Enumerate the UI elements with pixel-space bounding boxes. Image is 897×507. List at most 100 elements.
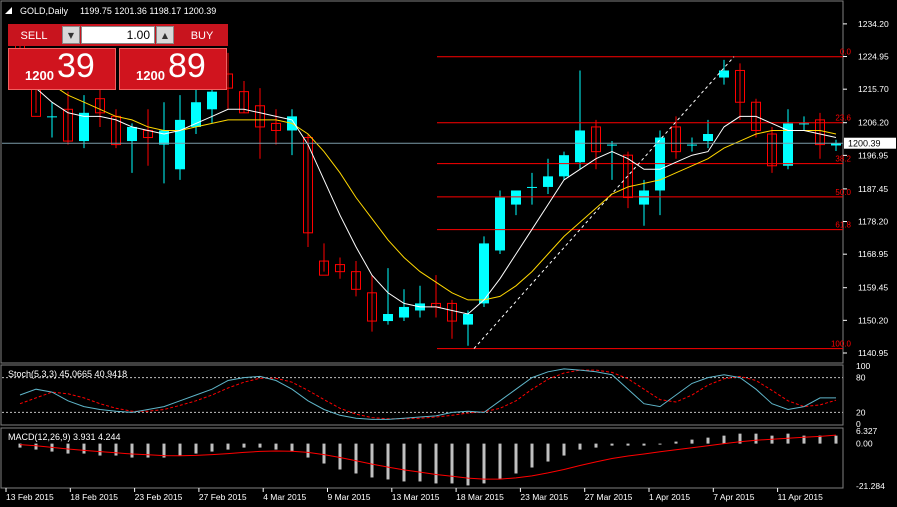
macd-histogram-bar [722,435,726,444]
sell-price-pips: 39 [57,47,95,85]
macd-histogram-bar [642,443,646,446]
macd-histogram-bar [802,435,806,444]
macd-histogram-bar [370,443,374,478]
macd-histogram-bar [34,443,38,450]
macd-histogram-bar [450,443,454,484]
buy-price-pips: 89 [168,47,206,85]
macd-histogram-bar [498,443,502,480]
lot-size-input[interactable]: 1.00 [81,26,155,44]
price-axis-label: 1140.95 [858,348,888,358]
candle-body [47,116,57,118]
lot-increase-button[interactable]: ▲ [156,26,174,44]
macd-histogram-bar [402,443,406,482]
stochastic-title: Stoch(5,3,3) 45.0665 40.9418 [8,369,127,379]
time-axis-label: 23 Mar 2015 [520,492,568,502]
candle-body [63,108,73,142]
macd-histogram-bar [738,433,742,444]
macd-histogram-bar [418,443,422,482]
ohlc-readout: 1199.75 1201.36 1198.17 1200.39 [80,6,216,16]
candle-body [383,314,393,322]
ma-fast-line [19,66,837,315]
candle-body [239,91,249,114]
candle-body [639,190,649,205]
macd-histogram-bar [818,435,822,444]
macd-histogram-bar [82,443,86,454]
macd-axis-label: -21.284 [856,481,885,491]
price-axis-label: 1178.20 [858,217,888,227]
candle-body [303,137,313,234]
ma-slow-line [19,56,837,301]
macd-histogram-bar [674,441,678,444]
stochastic-pane[interactable]: 100 80 20 0 Stoch(5,3,3) 45.0665 40.9418 [0,361,870,429]
stochastic-pane-border [0,364,844,426]
time-axis-label: 11 Apr 2015 [778,492,823,502]
sell-button[interactable]: SELL [20,30,48,42]
macd-pane[interactable]: 6.327 0.00 -21.284 MACD(12,26,9) 3.931 4.2… [0,426,885,491]
time-axis-label: 27 Feb 2015 [199,492,247,502]
candle-body [799,123,809,125]
candle-body [463,314,473,325]
price-axis-label: 1187.45 [858,184,888,194]
candle-body [623,154,633,199]
macd-histogram-bar [290,443,294,452]
macd-histogram-bar [258,443,262,448]
candle-body [511,190,521,205]
macd-histogram-bar [146,443,150,458]
macd-histogram-bar [226,443,230,450]
price-axis-label: 1234.20 [858,19,889,29]
macd-histogram-bar [690,439,694,444]
fib-level-label: 61.8 [835,221,851,230]
time-axis-label: 18 Feb 2015 [70,492,118,502]
stochastic-main-line [19,368,836,420]
candle-body [95,98,105,114]
macd-histogram-bar [18,443,22,448]
macd-histogram-bar [162,443,166,458]
price-axis-label: 1150.20 [858,315,888,325]
macd-histogram-bar [562,443,566,456]
collapse-arrow-icon[interactable] [5,7,12,14]
one-click-trade-panel: SELL ▼ 1.00 ▲ BUY 1200 39 1200 89 [8,24,228,90]
macd-histogram-bar [434,443,438,484]
lot-decrease-button[interactable]: ▼ [62,26,80,44]
buy-price-prefix: 1200 [136,68,165,83]
macd-histogram-bar [242,443,246,448]
macd-histogram-bar [130,443,134,458]
time-axis-label: 27 Mar 2015 [585,492,633,502]
buy-price-button[interactable]: 1200 89 [119,47,227,90]
candle-body [79,112,89,142]
chart-title: GOLD,Daily [20,6,69,16]
chevron-down-icon: ▼ [67,31,75,40]
candle-body [127,126,137,142]
stochastic-lines [2,368,843,420]
candle-body [575,130,585,163]
price-axis-label: 1224.95 [858,52,889,62]
macd-histogram-bar [178,443,182,456]
macd-histogram-bar [274,443,278,450]
fib-level-label: 38.2 [835,155,851,164]
macd-histogram-bar [546,443,550,462]
current-price-text: 1200.39 [848,139,881,149]
stochastic-axis: 100 80 20 0 [856,361,870,429]
price-axis-label: 1196.95 [858,150,888,160]
candle-body [479,243,489,304]
time-axis-label: 1 Apr 2015 [649,492,690,502]
candle-body [175,119,185,170]
candle-body [495,197,505,251]
candle-body [447,302,457,322]
candle-body [719,70,729,78]
price-pane-border [0,0,844,364]
macd-bars [18,433,838,486]
macd-histogram-bar [322,443,326,464]
buy-button[interactable]: BUY [190,30,214,42]
macd-histogram-bar [386,443,390,480]
time-axis-label: 9 Mar 2015 [328,492,371,502]
fib-retracement[interactable]: 0.0 23.6 38.2 50.0 61.8 100.0 [437,48,852,350]
candle-body [399,306,409,318]
candle-body [671,126,681,153]
fib-level-label: 100.0 [831,340,852,349]
sell-price-button[interactable]: 1200 39 [8,47,116,90]
candle-body [687,144,697,146]
moving-averages [19,56,837,315]
macd-histogram-bar [98,443,102,456]
